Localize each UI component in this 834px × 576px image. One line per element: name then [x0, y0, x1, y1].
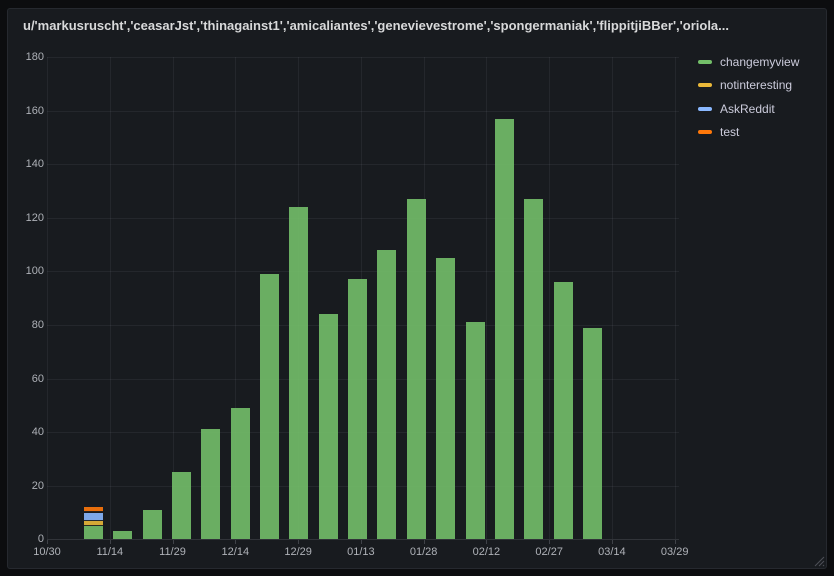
v-gridline — [611, 56, 613, 540]
bar-segment-changemyview[interactable] — [553, 282, 573, 540]
x-axis-tick — [109, 540, 111, 545]
bar-segment-test[interactable] — [83, 507, 103, 513]
x-axis-label: 10/30 — [33, 546, 61, 558]
h-gridline — [47, 110, 679, 112]
x-axis-label: 03/14 — [598, 546, 626, 558]
x-axis-label: 12/29 — [284, 546, 312, 558]
x-axis-label: 12/14 — [221, 546, 250, 558]
legend-label: changemyview — [720, 55, 800, 69]
x-axis-tick — [674, 540, 676, 545]
h-gridline — [47, 56, 679, 58]
v-gridline — [172, 56, 174, 540]
grafana-panel: u/'markusruscht','ceasarJst','thinagains… — [7, 8, 827, 569]
v-gridline — [549, 56, 551, 540]
x-axis-label: 02/27 — [535, 546, 563, 558]
h-gridline — [47, 164, 679, 166]
x-axis-tick — [486, 540, 488, 545]
bar-segment-changemyview[interactable] — [113, 531, 133, 540]
legend-label: test — [720, 124, 740, 139]
y-axis-label: 140 — [25, 158, 44, 171]
x-axis-label: 01/13 — [347, 546, 375, 558]
x-axis-tick — [235, 540, 237, 545]
legend-swatch-icon — [698, 129, 712, 134]
panel-resize-handle-icon[interactable] — [812, 554, 825, 567]
x-axis-tick — [47, 540, 48, 545]
x-axis-label: 03/29 — [660, 546, 688, 558]
bar-segment-changemyview[interactable] — [465, 322, 485, 540]
bar-segment-changemyview[interactable] — [230, 408, 250, 540]
bar-segment-changemyview[interactable] — [289, 207, 309, 540]
x-axis-tick — [360, 540, 362, 545]
y-axis-label: 120 — [25, 211, 44, 224]
h-gridline — [47, 217, 679, 219]
x-axis-tick — [423, 540, 425, 545]
x-axis-tick — [549, 540, 551, 545]
v-gridline — [486, 56, 488, 540]
x-axis: 10/30 11/14 11/29 12/14 12/29 01/13 01/28 02/12… — [8, 9, 688, 568]
legend-swatch-icon — [698, 83, 712, 88]
legend-item-test[interactable]: test — [698, 124, 739, 140]
v-gridline — [235, 56, 237, 540]
bar-chart: 0 20 40 60 80 100 120 140 160 180 10/30 11/14 11/29 1… — [8, 9, 826, 568]
x-axis-line — [47, 539, 679, 541]
x-axis-tick — [611, 540, 613, 545]
bar-segment-changemyview[interactable] — [582, 327, 602, 540]
panel-title[interactable]: u/'markusruscht','ceasarJst','thinagains… — [23, 18, 729, 33]
v-gridline — [109, 56, 111, 540]
y-axis-label: 40 — [31, 426, 44, 439]
bar-segment-changemyview[interactable] — [377, 249, 397, 540]
bar-segment-changemyview[interactable] — [142, 509, 162, 540]
y-axis-label: 100 — [25, 265, 44, 278]
x-axis-tick — [298, 540, 300, 545]
legend-swatch-icon — [698, 106, 712, 111]
bar-segment-AskReddit[interactable] — [83, 512, 103, 521]
bar-segment-notinteresting[interactable] — [83, 520, 103, 526]
bar-segment-changemyview[interactable] — [406, 198, 426, 540]
legend-item-changemyview[interactable]: changemyview — [698, 54, 799, 70]
bar-segment-changemyview[interactable] — [260, 274, 279, 540]
bar-segment-changemyview[interactable] — [318, 314, 338, 540]
v-gridline — [47, 56, 48, 540]
bar-segment-changemyview[interactable] — [348, 279, 367, 540]
y-axis-label: 60 — [31, 372, 44, 385]
y-axis-label: 20 — [31, 479, 44, 492]
y-axis-label: 180 — [25, 50, 44, 63]
bar-segment-changemyview[interactable] — [494, 118, 514, 540]
h-gridline — [47, 271, 679, 273]
legend-swatch-icon — [698, 60, 712, 64]
bar-segment-changemyview[interactable] — [171, 472, 191, 540]
bar-segment-changemyview[interactable] — [83, 525, 103, 540]
y-axis-label: 0 — [37, 533, 44, 546]
bar-segment-changemyview[interactable] — [201, 429, 221, 540]
x-axis-label: 11/29 — [159, 546, 186, 558]
x-axis-label: 01/28 — [409, 546, 438, 558]
y-axis-label: 80 — [31, 318, 44, 331]
legend-item-notinteresting[interactable]: notinteresting — [698, 77, 792, 93]
legend-item-AskReddit[interactable]: AskReddit — [698, 101, 775, 117]
legend-label: notinteresting — [720, 78, 793, 93]
x-axis-label: 11/14 — [96, 546, 124, 558]
bar-segment-changemyview[interactable] — [524, 198, 544, 540]
bar-segment-changemyview[interactable] — [436, 257, 456, 540]
legend-label: AskReddit — [720, 101, 775, 116]
x-axis-tick — [172, 540, 174, 545]
v-gridline — [674, 56, 676, 540]
x-axis-label: 02/12 — [472, 546, 501, 558]
y-axis-label: 160 — [25, 104, 44, 117]
